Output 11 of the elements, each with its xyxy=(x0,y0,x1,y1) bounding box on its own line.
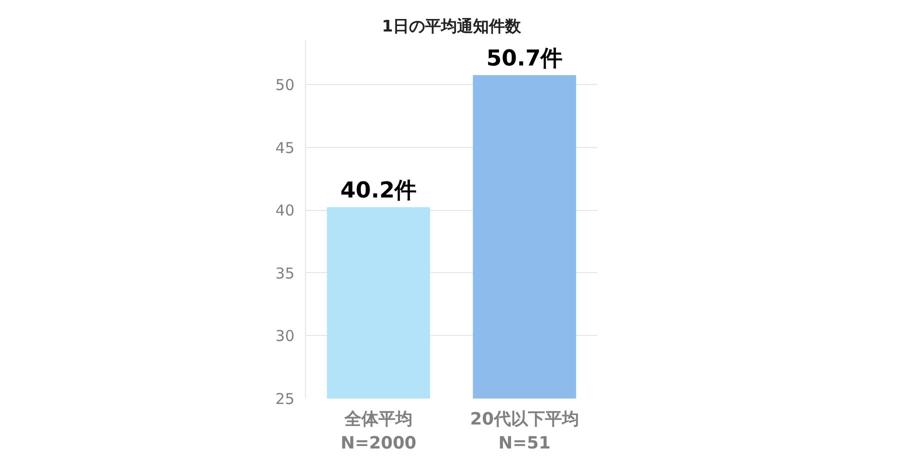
data-label: 50.7件 xyxy=(486,46,563,72)
x-tick-label: 20代以下平均 N=51 xyxy=(470,410,579,454)
data-label: 40.2件 xyxy=(340,178,417,204)
y-tick-label: 25 xyxy=(275,390,295,408)
y-tick-label: 30 xyxy=(275,327,295,346)
y-tick-label: 50 xyxy=(275,76,295,94)
chart-title: 1日の平均通知件数 xyxy=(382,16,522,36)
y-tick-label: 45 xyxy=(275,138,295,157)
y-tick-label: 40 xyxy=(275,202,295,220)
x-tick-label: 全体平均 N=2000 xyxy=(340,410,417,454)
y-tick-label: 35 xyxy=(275,264,295,282)
